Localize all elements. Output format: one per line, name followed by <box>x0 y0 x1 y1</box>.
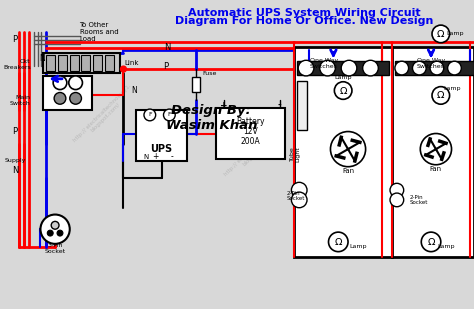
Text: P: P <box>163 61 168 71</box>
Text: Ω: Ω <box>427 237 435 247</box>
Text: Fan: Fan <box>342 167 354 174</box>
Text: http:// electricaltechnology1.
blogspot.com/: http:// electricaltechnology1. blogspot.… <box>356 94 428 166</box>
Text: Lamp: Lamp <box>349 244 366 249</box>
Circle shape <box>432 87 449 104</box>
Text: Automatic UPS System Wiring Circuit: Automatic UPS System Wiring Circuit <box>188 8 420 19</box>
Text: Lamp: Lamp <box>444 86 461 91</box>
Text: To Other
Rooms and
Load: To Other Rooms and Load <box>80 22 118 42</box>
Circle shape <box>70 92 82 104</box>
Circle shape <box>292 182 307 198</box>
Text: Supply: Supply <box>4 158 26 163</box>
Text: -: - <box>171 152 173 161</box>
Circle shape <box>395 61 409 75</box>
Text: http:// electricaltechnology1.
blogspot.com/: http:// electricaltechnology1. blogspot.… <box>223 117 287 181</box>
Text: Main
Switch: Main Switch <box>10 95 31 106</box>
Text: Ω: Ω <box>437 91 445 100</box>
Circle shape <box>421 232 441 252</box>
Circle shape <box>390 183 404 197</box>
Circle shape <box>69 76 82 90</box>
Circle shape <box>412 61 426 75</box>
Circle shape <box>432 25 449 43</box>
Text: +: + <box>153 152 159 161</box>
Circle shape <box>144 109 155 121</box>
Circle shape <box>57 230 63 236</box>
Text: Lamp: Lamp <box>437 244 455 249</box>
Text: Ω: Ω <box>339 86 347 95</box>
Circle shape <box>53 76 67 90</box>
Circle shape <box>164 109 175 121</box>
Text: One Way
Switches: One Way Switches <box>310 58 338 69</box>
Bar <box>44 76 92 110</box>
Bar <box>82 55 90 71</box>
Bar <box>216 108 284 159</box>
Bar <box>395 61 474 75</box>
Text: Lamp: Lamp <box>447 32 464 36</box>
Circle shape <box>298 60 314 76</box>
Circle shape <box>390 193 404 207</box>
Text: +: + <box>220 101 228 110</box>
Text: Diagram For Home Or Office. New Design: Diagram For Home Or Office. New Design <box>175 16 433 26</box>
Circle shape <box>47 230 53 236</box>
Text: Design By:
Wasim Khan: Design By: Wasim Khan <box>165 104 257 132</box>
Text: F: F <box>148 112 152 117</box>
Text: One Way
Switches: One Way Switches <box>417 58 445 69</box>
Text: Tube
Light: Tube Light <box>290 146 301 162</box>
Text: 2-Pin
Socket: 2-Pin Socket <box>286 191 305 201</box>
Text: Fuse: Fuse <box>202 71 217 76</box>
Text: F: F <box>167 112 171 117</box>
Text: 2-Pin
Socket: 2-Pin Socket <box>410 194 428 205</box>
Bar <box>44 53 119 73</box>
Text: 3-Pin
Socket: 3-Pin Socket <box>45 243 66 254</box>
Bar <box>105 55 114 71</box>
Text: Ω: Ω <box>437 29 445 39</box>
Text: http:// electricaltechnology1.
blogspot.com/: http:// electricaltechnology1. blogspot.… <box>72 83 136 147</box>
Circle shape <box>292 192 307 208</box>
Bar <box>294 47 392 256</box>
Bar <box>93 55 102 71</box>
Text: N: N <box>131 86 137 95</box>
Circle shape <box>334 82 352 99</box>
Text: Battery
12V
200A: Battery 12V 200A <box>236 117 264 146</box>
Text: Fan: Fan <box>430 166 442 172</box>
Circle shape <box>447 61 461 75</box>
Bar <box>58 55 67 71</box>
Circle shape <box>330 132 365 167</box>
Text: Ckt
Breakers: Ckt Breakers <box>3 59 31 70</box>
Bar <box>192 77 200 92</box>
Text: Lamp: Lamp <box>334 75 352 80</box>
Circle shape <box>54 92 66 104</box>
Circle shape <box>320 60 335 76</box>
Bar <box>46 55 55 71</box>
Text: Link: Link <box>125 60 139 66</box>
Text: UPS: UPS <box>150 144 173 154</box>
Bar <box>136 110 187 161</box>
Text: Ω: Ω <box>335 237 342 247</box>
Bar <box>297 81 307 129</box>
Circle shape <box>341 60 357 76</box>
Text: -: - <box>278 101 282 110</box>
Circle shape <box>363 60 378 76</box>
Text: N: N <box>164 43 171 52</box>
Text: P: P <box>12 35 18 44</box>
Circle shape <box>328 232 348 252</box>
Bar <box>297 61 389 75</box>
Text: N: N <box>143 154 148 160</box>
Circle shape <box>40 214 70 244</box>
Text: N: N <box>12 166 18 175</box>
Bar <box>70 55 79 71</box>
Circle shape <box>430 61 444 75</box>
Text: N: N <box>39 54 46 63</box>
Circle shape <box>51 221 59 229</box>
Bar <box>392 47 474 256</box>
Circle shape <box>420 133 452 165</box>
Circle shape <box>120 66 127 72</box>
Text: P: P <box>12 127 18 136</box>
